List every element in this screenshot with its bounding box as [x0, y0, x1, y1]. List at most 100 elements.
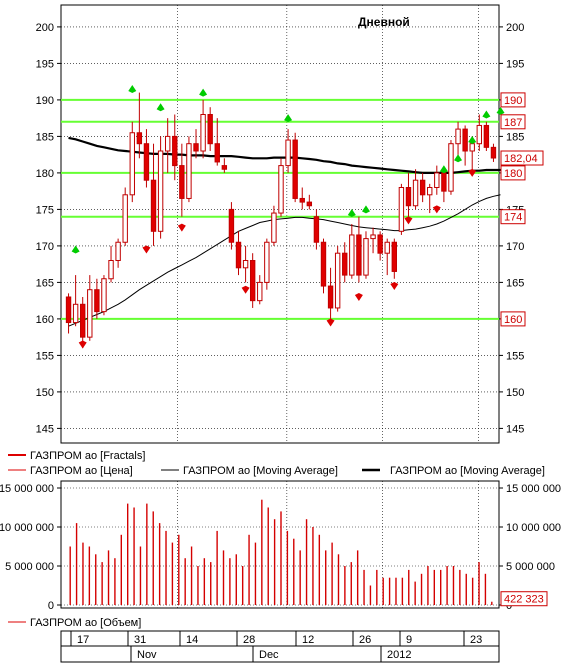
ma-short-line — [68, 194, 501, 327]
candle — [65, 293, 72, 334]
candle-body — [214, 143, 220, 163]
legend-label-ma-long: ГАЗПРОМ ао [Moving Average] — [390, 465, 545, 477]
candle — [157, 136, 164, 239]
candle-body — [370, 234, 376, 240]
candle — [377, 231, 383, 261]
level-tags: 160 174 180 187 190 182,04 — [500, 92, 544, 327]
legend-label-price: ГАЗПРОМ ао [Цена] — [30, 465, 133, 477]
candle — [398, 183, 405, 235]
candle-body — [115, 241, 121, 261]
candle — [278, 158, 284, 217]
candle-body — [193, 143, 199, 152]
candle — [490, 143, 497, 162]
candle — [221, 158, 228, 173]
candle — [412, 169, 419, 210]
candle — [327, 267, 334, 319]
candle — [72, 275, 79, 327]
candle — [476, 114, 482, 151]
candle-body — [469, 143, 475, 152]
candle — [462, 125, 468, 166]
day-label: 23 — [470, 634, 482, 646]
candle-body — [80, 303, 86, 338]
candle — [122, 187, 128, 246]
price-tick-label-left: 160 — [36, 314, 54, 326]
candlesticks — [65, 92, 497, 349]
candle — [80, 297, 86, 349]
candle — [214, 118, 220, 166]
fractal-up-marker — [454, 154, 463, 163]
level-tag-box — [500, 92, 526, 108]
candle — [334, 245, 341, 312]
candle-body — [448, 143, 454, 192]
fractal-up-marker — [482, 110, 491, 119]
candle-body — [292, 139, 298, 199]
candle-body — [150, 179, 157, 232]
candle — [405, 172, 412, 217]
price-tick-label-left: 200 — [36, 22, 54, 34]
volume-tick-label-right: 5 000 000 — [506, 561, 555, 573]
candle — [306, 194, 313, 210]
candle-body — [101, 278, 107, 313]
level-tag-label: 174 — [504, 212, 522, 224]
candle — [129, 121, 135, 203]
candle — [299, 187, 305, 210]
volume-tick-label-right: 10 000 000 — [506, 522, 561, 534]
candle-body — [313, 216, 320, 243]
price-tick-label-right: 195 — [506, 58, 524, 70]
candle — [285, 129, 291, 173]
candle-body — [94, 289, 100, 313]
candle — [349, 224, 355, 279]
candle-body — [200, 114, 206, 152]
time-axis-days: 17 31 14 28 12 26 9 23 — [70, 631, 482, 646]
price-tick-label-right: 145 — [506, 423, 524, 435]
level-tag-box — [500, 165, 526, 181]
month-label: Nov — [137, 649, 157, 661]
candle-body — [122, 194, 128, 243]
volume-tick-label-right: 15 000 000 — [506, 483, 561, 495]
day-label: 12 — [302, 634, 314, 646]
candle — [434, 165, 440, 195]
candle-body — [356, 234, 362, 276]
candle-body — [285, 139, 291, 167]
fractal-down-marker — [468, 168, 477, 177]
price-tick-label-left: 175 — [36, 204, 54, 216]
candle-body — [483, 124, 490, 148]
fractal-down-marker — [326, 318, 335, 327]
candle — [313, 209, 320, 250]
level-tag-box — [500, 114, 526, 130]
candle-body — [235, 241, 242, 269]
month-label: 2012 — [387, 649, 411, 661]
candle-body — [434, 172, 440, 188]
last-price-tag-box — [500, 150, 544, 166]
volume-tick-label-left: 0 — [48, 600, 54, 612]
candle — [483, 121, 490, 151]
fractal-down-marker — [432, 205, 441, 214]
legend-label-fractals: ГАЗПРОМ ао [Fractals] — [30, 450, 145, 462]
fractal-markers — [71, 84, 505, 349]
volume-tick-label-left: 15 000 000 — [0, 483, 54, 495]
level-tag-label: 190 — [504, 95, 522, 107]
chart-title: Дневной — [358, 15, 410, 29]
level-tag-label: 180 — [504, 168, 522, 180]
fractal-up-marker — [496, 106, 505, 115]
candle-body — [164, 135, 171, 152]
candle — [292, 132, 298, 203]
time-axis-months: Nov Dec 2012 — [130, 646, 411, 662]
candle — [143, 129, 150, 188]
day-label: 28 — [243, 634, 255, 646]
fractal-down-marker — [404, 216, 413, 225]
candle-body — [405, 187, 412, 207]
fractal-down-marker — [241, 285, 250, 294]
last-price-tag-label: 182,04 — [504, 153, 538, 165]
price-tick-label-left: 185 — [36, 131, 54, 143]
fractal-up-marker — [71, 245, 80, 254]
candle — [419, 172, 426, 203]
fractal-down-marker — [78, 340, 87, 349]
fractal-up-marker — [468, 136, 477, 145]
candle-body — [65, 296, 72, 324]
candle-body — [349, 234, 355, 276]
candle — [172, 114, 178, 181]
day-label: 17 — [77, 634, 89, 646]
